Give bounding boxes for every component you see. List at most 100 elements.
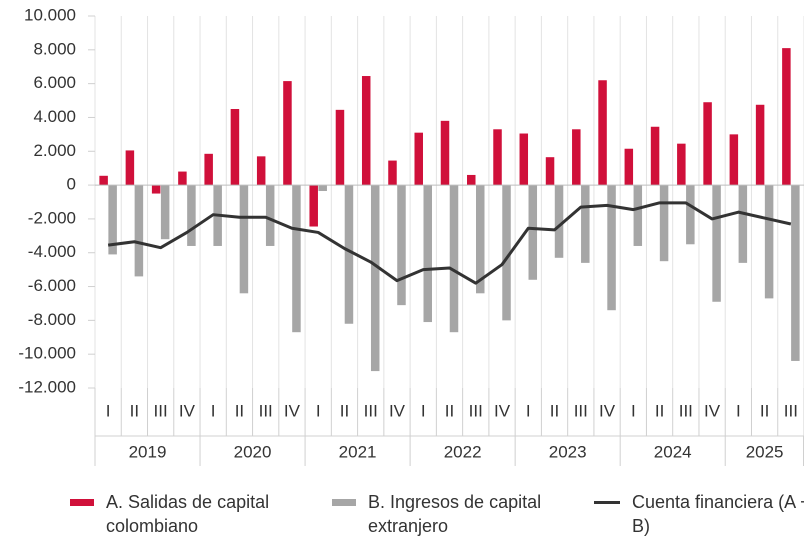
bar [712,185,721,302]
bar [151,185,161,194]
legend-swatch [332,499,356,506]
x-tick-label: II [130,401,139,420]
legend-swatch [594,501,620,504]
legend-item: B. Ingresos de capital extranjero [332,490,613,538]
x-tick-label: IV [179,401,196,420]
bar [633,185,643,246]
bar [476,185,485,294]
bar [370,185,380,372]
legend-item: A. Salidas de capital colombiano [70,490,321,538]
x-tick-label: IV [599,401,616,420]
bar [423,185,432,323]
legend-label: A. Salidas de capital colombiano [106,492,270,536]
x-group-label: 2019 [129,442,167,461]
bar [519,133,529,186]
chart: -12.000 -10.000 -8.000 -6.000 -4.000 -2.000 0 2… [18,5,804,466]
x-tick-label: II [550,401,559,420]
bar [703,102,712,186]
bar [581,185,590,263]
bar [344,185,354,324]
bar [440,120,450,186]
x-tick-label: III [784,401,798,420]
x-tick-label: II [655,401,664,420]
legend-item: Cuenta financiera (A + B) [594,490,804,538]
y-tick-label: -12.000 [18,377,76,396]
x-tick-label: IV [704,401,721,420]
bar [99,175,108,186]
bar [686,185,695,245]
bar [397,185,406,306]
x-group-label: 2022 [444,442,482,461]
x-tick-label: I [316,401,321,420]
bar [239,185,249,294]
bar [108,185,117,255]
y-tick-label: 10.000 [24,5,76,24]
y-tick-label: -10.000 [18,344,76,363]
legend: A. Salidas de capital colombiano B. Ingre… [0,490,804,540]
x-tick-label: II [760,401,769,420]
bar [361,76,371,186]
bar [187,185,196,246]
bar [283,81,292,186]
y-tick-label: 6.000 [33,73,76,92]
y-tick-label: 0 [67,175,76,194]
y-tick-label: 8.000 [33,39,76,58]
x-tick-label: IV [284,401,301,420]
x-tick-label: II [445,401,454,420]
bar [764,185,774,299]
bar [230,109,240,186]
x-group-label: 2024 [654,442,692,461]
x-tick-label: III [469,401,483,420]
bar [318,185,327,192]
x-tick-label: I [526,401,531,420]
bar [467,174,476,186]
x-group-label: 2023 [549,442,587,461]
bar [738,185,748,263]
line [107,201,792,285]
bar [729,134,739,186]
bar [493,129,502,186]
bar [755,104,765,186]
x-group-label: 2025 [746,442,784,461]
x-tick-label: I [421,401,426,420]
x-tick-label: I [106,401,111,420]
x-tick-label: IV [389,401,406,420]
bar [125,150,135,186]
x-tick-label: II [340,401,349,420]
bar [265,185,275,246]
bar [791,185,800,361]
bar [528,185,538,280]
x-tick-label: II [235,401,244,420]
x-tick-label: III [574,401,588,420]
y-tick-label: 4.000 [33,107,76,126]
bar [414,132,423,186]
bar [178,171,187,186]
bar [677,143,686,186]
bar [134,185,144,277]
y-tick-label: -8.000 [28,310,76,329]
y-tick-label: -2.000 [28,208,76,227]
x-tick-label: III [154,401,168,420]
x-tick-label: III [364,401,378,420]
bar [650,126,660,186]
bar [659,185,669,262]
y-tick-label: -4.000 [28,242,76,261]
bar [554,185,564,258]
x-tick-label: I [631,401,636,420]
bar [256,156,266,186]
bar [160,185,170,240]
y-tick-label: 2.000 [33,141,76,160]
x-tick-label: I [211,401,216,420]
bar [388,160,397,186]
bar [204,153,213,186]
bar [449,185,459,333]
legend-label: B. Ingresos de capital extranjero [368,492,542,536]
bar [309,185,318,227]
y-tick-label: -6.000 [28,276,76,295]
bar [292,185,301,333]
bar [335,109,345,186]
x-tick-label: III [259,401,273,420]
x-tick-label: III [679,401,693,420]
bar [572,129,581,186]
